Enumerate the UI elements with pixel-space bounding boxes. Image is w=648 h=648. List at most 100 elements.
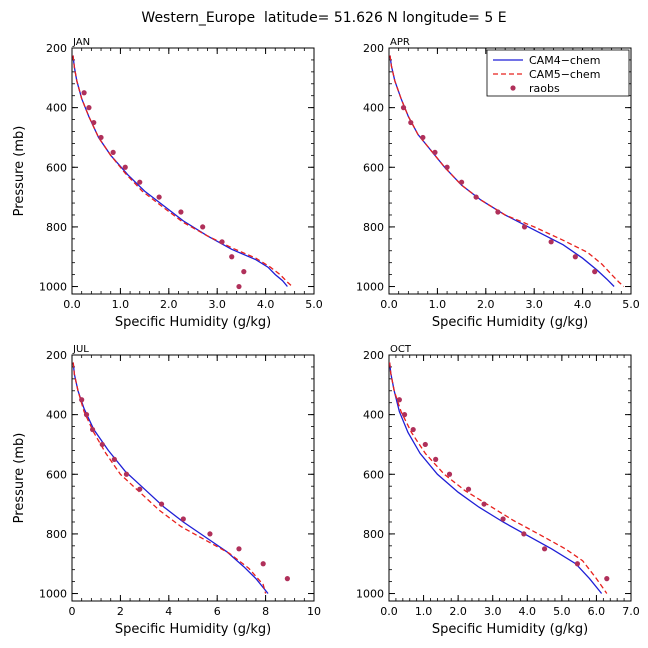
series-raobs	[81, 90, 247, 290]
raobs-point	[180, 516, 186, 522]
x-tick-label: 0.0	[380, 605, 398, 618]
raobs-point	[111, 456, 117, 462]
y-tick-label: 600	[363, 161, 384, 174]
x-tick-label: 3.0	[208, 298, 226, 311]
raobs-point	[422, 441, 428, 448]
plot-frame	[71, 47, 315, 295]
raobs-point	[91, 119, 97, 126]
raobs-point	[207, 531, 213, 537]
x-tick-label: 1.0	[112, 298, 130, 311]
x-tick-label: 10	[307, 605, 321, 618]
raobs-point	[99, 441, 105, 448]
series-cam5-line	[389, 55, 625, 287]
series-raobs	[79, 397, 290, 582]
x-tick-label: 0.0	[63, 298, 81, 311]
panel-jan: 0.0 1.0 2.0 3.0 4.0 5.0 200 400 600 800 1000 JAN Spe…	[12, 37, 323, 330]
x-tick-label: 6	[214, 605, 221, 618]
raobs-point	[284, 576, 290, 582]
y-tick-label: 1000	[39, 281, 67, 294]
raobs-point	[79, 397, 85, 403]
raobs-point	[110, 149, 116, 155]
raobs-point	[481, 501, 487, 507]
x-tick-label: 1.0	[415, 605, 433, 618]
raobs-point	[572, 254, 578, 260]
x-tick-label: 2.0	[477, 298, 495, 311]
legend-label: CAM5−chem	[529, 68, 600, 81]
raobs-point	[229, 254, 235, 260]
series-cam5-line	[72, 362, 267, 594]
x-tick-label: 0	[69, 605, 76, 618]
raobs-point	[446, 471, 453, 477]
panel-apr: 0.0 1.0 2.0 3.0 4.0 5.0 200 400 600 800 1000 APR Spe…	[356, 37, 640, 330]
raobs-point	[408, 119, 414, 126]
panel-jul: 0 2 4 6 8 10 200 400 600 800 1000 JUL Specific Humid…	[12, 344, 321, 637]
raobs-point	[236, 283, 242, 290]
legend-label: CAM4−chem	[529, 54, 600, 67]
figure-title: Western_Europe latitude= 51.626 N longit…	[141, 10, 506, 26]
x-tick-label: 2.0	[449, 605, 467, 618]
y-tick-label: 200	[46, 42, 67, 55]
x-tick-label: 4.0	[574, 298, 592, 311]
x-tick-label: 3.0	[525, 298, 543, 311]
raobs-point	[260, 561, 266, 567]
raobs-point	[156, 194, 162, 200]
raobs-point	[200, 224, 206, 230]
y-axis-label: Pressure (mb)	[12, 126, 27, 217]
y-tick-label: 800	[363, 528, 384, 541]
raobs-point	[137, 486, 143, 492]
raobs-point	[459, 179, 465, 185]
raobs-point	[574, 561, 581, 567]
x-axis-label: Specific Humidity (g/kg)	[115, 622, 271, 637]
panel-label: JAN	[72, 37, 90, 48]
y-tick-label: 1000	[356, 588, 384, 601]
x-axis-label: Specific Humidity (g/kg)	[115, 315, 271, 330]
y-tick-label: 800	[46, 221, 67, 234]
raobs-point	[604, 576, 610, 582]
y-tick-label: 200	[363, 349, 384, 362]
panel-oct: 0.0 1.0 2.0 3.0 4.0 5.0 6.0 7.0 200 400 600 800 1000…	[356, 344, 640, 637]
raobs-point	[473, 194, 479, 200]
x-tick-label: 5.0	[553, 605, 571, 618]
series-raobs	[396, 397, 610, 582]
x-tick-label: 2.0	[160, 298, 178, 311]
x-tick-label: 4	[165, 605, 172, 618]
y-tick-label: 400	[46, 102, 67, 115]
x-tick-label: 1.0	[429, 298, 447, 311]
x-tick-label: 2	[117, 605, 124, 618]
raobs-point	[122, 164, 128, 170]
series-cam4-line	[72, 362, 269, 594]
y-tick-label: 800	[363, 221, 384, 234]
raobs-point	[158, 501, 165, 507]
y-tick-label: 800	[46, 528, 67, 541]
raobs-point	[123, 471, 130, 477]
x-tick-label: 8	[262, 605, 269, 618]
raobs-point	[521, 224, 528, 230]
x-tick-label: 4.0	[257, 298, 275, 311]
legend-swatch-marker	[510, 85, 516, 91]
raobs-point	[433, 456, 439, 462]
panels-group: 0.0 1.0 2.0 3.0 4.0 5.0 200 400 600 800 1000 JAN Spe…	[12, 37, 640, 637]
raobs-point	[444, 164, 450, 170]
series-cam5-line	[72, 55, 293, 287]
raobs-point	[241, 269, 247, 275]
x-axis-label: Specific Humidity (g/kg)	[432, 622, 588, 637]
raobs-point	[98, 134, 104, 141]
x-tick-label: 3.0	[484, 605, 502, 618]
x-tick-label: 0.0	[380, 298, 398, 311]
raobs-point	[400, 105, 407, 111]
x-tick-label: 7.0	[622, 605, 640, 618]
raobs-point	[81, 90, 87, 96]
panel-label: OCT	[390, 344, 412, 355]
raobs-point	[548, 239, 554, 245]
y-tick-label: 600	[46, 468, 67, 481]
raobs-point	[432, 149, 438, 155]
raobs-point	[137, 179, 143, 185]
raobs-point	[86, 105, 92, 111]
x-tick-label: 4.0	[519, 605, 537, 618]
raobs-point	[83, 412, 90, 418]
legend-label: raobs	[529, 82, 560, 95]
series-cam5-line	[389, 362, 608, 594]
y-axis-label: Pressure (mb)	[12, 433, 27, 524]
